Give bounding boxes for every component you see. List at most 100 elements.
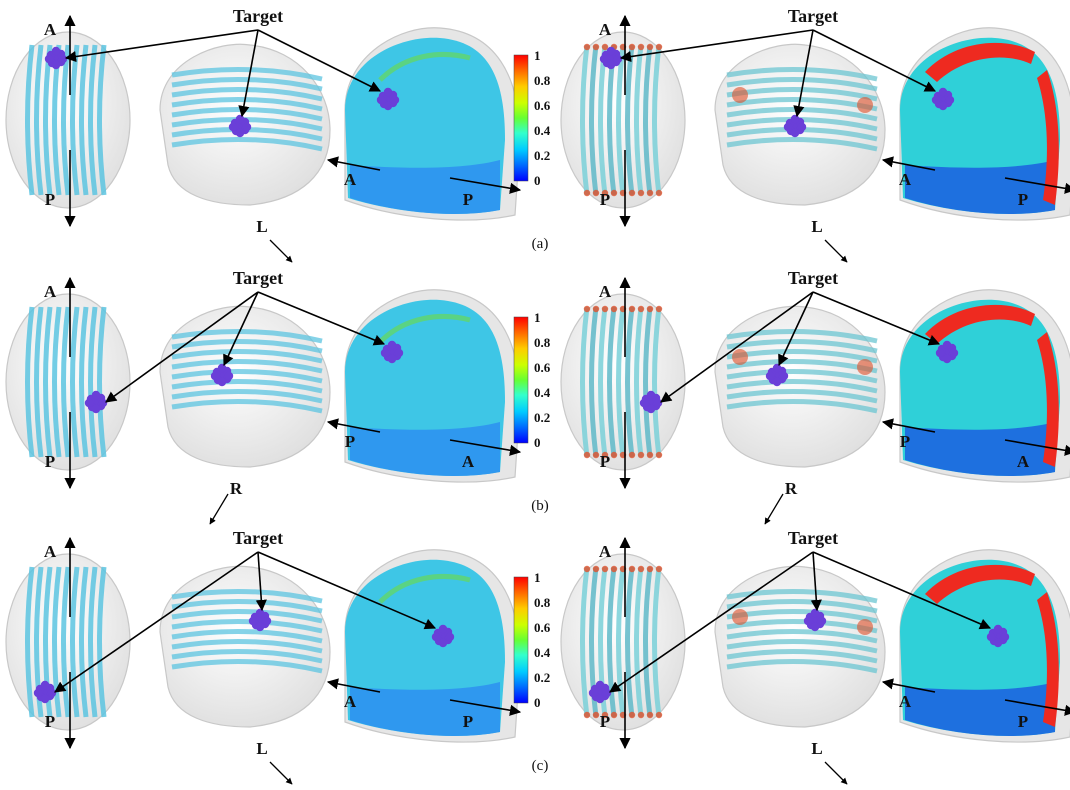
head-oblique-view: R: [714, 305, 886, 525]
colorbar-tick-label: 0.4: [534, 385, 551, 400]
side-view-left-label: P: [345, 432, 355, 451]
colorbar-tick-label: 0.6: [534, 98, 551, 113]
colorbar-tick-label: 0.8: [534, 595, 551, 610]
side-view-left-label: A: [344, 170, 357, 189]
top-view-posterior-label: P: [600, 712, 610, 731]
side-view-right-arrow: [1004, 439, 1070, 456]
colorbar-tick-label: 0.4: [534, 645, 551, 660]
head-top-view: AP: [5, 536, 131, 750]
top-view-anterior-label: A: [44, 542, 57, 561]
target-callout: Target: [64, 6, 382, 118]
head-side-view: AP: [326, 549, 522, 743]
target-arrow-side-view: [257, 551, 437, 630]
side-view-left-label: P: [900, 432, 910, 451]
side-view-right-label: P: [463, 712, 473, 731]
head-top-view: AP: [5, 276, 131, 490]
colorbar: 1 0.8 0.6 0.4 0.2 0: [513, 310, 551, 450]
top-view-anterior-label: A: [44, 282, 57, 301]
top-view-posterior-label: P: [45, 712, 55, 731]
oblique-axis-label: R: [230, 479, 243, 498]
colorbar: 1 0.8 0.6 0.4 0.2 0: [513, 570, 551, 710]
target-callout: Target: [105, 268, 386, 403]
target-callout: Target: [660, 268, 941, 403]
target-label: Target: [233, 528, 283, 548]
side-view-right-arrow: [449, 177, 522, 194]
side-view-right-label: P: [463, 190, 473, 209]
colorbar-tick-label: 1: [534, 48, 541, 63]
top-view-anterior-label: A: [599, 542, 612, 561]
target-blob: [376, 87, 400, 111]
side-view-right-label: P: [1018, 190, 1028, 209]
oblique-axis-arrow: [764, 493, 784, 525]
panel-caption: (c): [532, 758, 549, 774]
side-view-right-arrow: [449, 439, 522, 456]
top-view-posterior-label: P: [45, 190, 55, 209]
target-blob: [935, 340, 959, 364]
head-side-view: PA: [326, 289, 522, 483]
colorbar-tick-label: 0.4: [534, 123, 551, 138]
head-oblique-view: R: [159, 305, 331, 525]
target-arrow-oblique-view: [793, 29, 814, 118]
head-top-view: AP: [560, 276, 686, 490]
oblique-axis-label: L: [811, 739, 822, 758]
colorbar-tick-label: 0.6: [534, 360, 551, 375]
side-view-right-label: A: [1017, 452, 1030, 471]
head-side-view: PA: [881, 289, 1070, 483]
target-callout: Target: [54, 528, 437, 693]
side-view-left-label: A: [344, 692, 357, 711]
colorbar-tick-label: 0.8: [534, 335, 551, 350]
side-view-left-arrow: [881, 678, 936, 693]
target-label: Target: [233, 6, 283, 26]
colorbar-tick-label: 0.6: [534, 620, 551, 635]
oblique-axis-arrow: [824, 761, 848, 785]
head-oblique-view: L: [714, 43, 886, 263]
colorbar-tick-label: 0.2: [534, 148, 550, 163]
target-blob: [986, 624, 1010, 648]
target-blob: [44, 46, 68, 70]
side-view-right-arrow: [1004, 177, 1070, 194]
head-side-view: AP: [881, 27, 1070, 221]
side-view-left-arrow: [326, 156, 381, 171]
head-oblique-view: L: [159, 43, 331, 263]
top-view-posterior-label: P: [600, 190, 610, 209]
oblique-axis-label: L: [811, 217, 822, 236]
target-blob: [765, 363, 789, 387]
side-view-right-label: A: [462, 452, 475, 471]
side-view-left-arrow: [326, 418, 381, 433]
oblique-axis-label: R: [785, 479, 798, 498]
colorbar-tick-label: 0.2: [534, 410, 550, 425]
side-view-left-arrow: [326, 678, 381, 693]
top-view-anterior-label: A: [599, 20, 612, 39]
head-side-view: AP: [326, 27, 522, 221]
target-label: Target: [233, 268, 283, 288]
head-oblique-view: L: [159, 565, 331, 785]
head-top-view: AP: [560, 14, 686, 228]
top-view-anterior-label: A: [44, 20, 57, 39]
side-view-left-arrow: [881, 418, 936, 433]
side-view-right-label: P: [1018, 712, 1028, 731]
side-view-left-label: A: [899, 170, 912, 189]
target-arrow-top-view: [54, 551, 259, 693]
target-blob: [431, 624, 455, 648]
target-label: Target: [788, 268, 838, 288]
target-arrow-top-view: [619, 29, 814, 63]
target-arrow-top-view: [660, 291, 814, 403]
target-label: Target: [788, 528, 838, 548]
target-arrow-top-view: [609, 551, 814, 693]
oblique-axis-arrow: [269, 761, 293, 785]
target-blob: [380, 340, 404, 364]
top-view-posterior-label: P: [600, 452, 610, 471]
target-blob: [228, 114, 252, 138]
colorbar-tick-label: 1: [534, 310, 541, 325]
target-arrow-oblique-view: [810, 551, 822, 612]
oblique-axis-label: L: [256, 739, 267, 758]
colorbar: 1 0.8 0.6 0.4 0.2 0: [513, 48, 551, 188]
